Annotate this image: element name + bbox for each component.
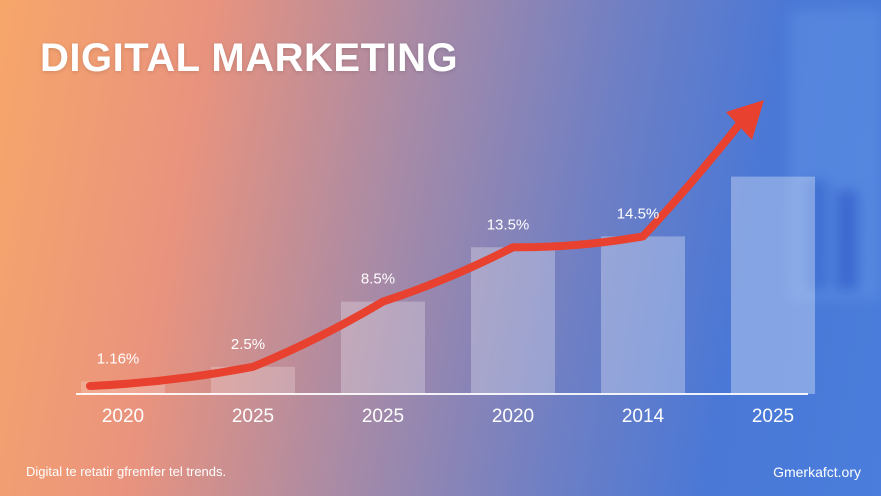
chart-footnote: Digital te retatir gfremfer tel trends. — [26, 464, 227, 479]
bar-5 — [731, 176, 815, 394]
x-tick-label-0: 2020 — [102, 406, 144, 427]
source-credit: Gmerkafct.ory — [773, 464, 861, 480]
x-tick-label-5: 2025 — [752, 406, 794, 427]
bar-4 — [601, 236, 685, 394]
x-tick-label-2: 2025 — [362, 406, 404, 427]
data-label-1: 2.5% — [231, 336, 265, 353]
trend-arrow-head — [726, 100, 764, 140]
data-label-2: 8.5% — [361, 271, 395, 288]
data-label-4: 14.5% — [617, 205, 660, 222]
page-title: DIGITAL MARKETING — [40, 36, 459, 80]
trend-arrow-line — [86, 104, 756, 390]
data-label-0: 1.16% — [97, 350, 140, 367]
x-tick-label-1: 2025 — [232, 406, 274, 427]
x-tick-label-3: 2020 — [492, 406, 534, 427]
background-decoration — [770, 0, 881, 330]
data-label-3: 13.5% — [487, 216, 530, 233]
bar-3 — [471, 247, 555, 394]
x-tick-label-4: 2014 — [622, 406, 665, 427]
